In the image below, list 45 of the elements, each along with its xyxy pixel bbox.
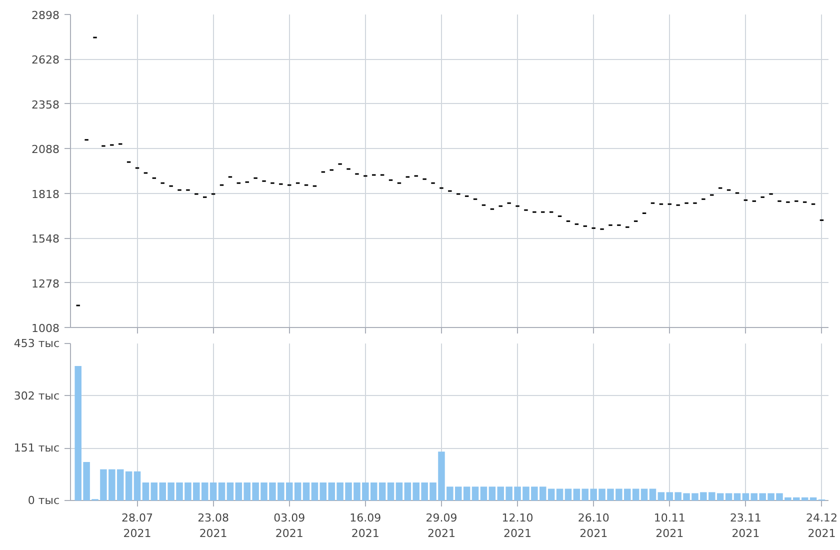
- bar: [564, 488, 572, 500]
- bar: [725, 493, 732, 500]
- y-tick-label: 151 тыс: [14, 442, 60, 455]
- bar: [649, 488, 656, 500]
- y-tick-label: 0 тыс: [28, 494, 60, 507]
- bar: [125, 471, 132, 500]
- x-tick-label: 03.09 2021: [274, 512, 306, 540]
- bar: [142, 482, 150, 500]
- y-tick-label: 2358: [32, 98, 60, 112]
- bar: [810, 497, 817, 500]
- bar: [218, 482, 226, 500]
- x-tick-label: 12.10 2021: [502, 512, 534, 540]
- y-tick-label: 302 тыс: [14, 389, 60, 402]
- y-tick-label: 1548: [32, 232, 60, 246]
- bar: [134, 471, 141, 500]
- bar: [734, 493, 741, 500]
- x-tick-label: 23.08 2021: [198, 512, 230, 540]
- bar: [210, 482, 217, 500]
- bar: [226, 482, 234, 500]
- y-tick-label: 453 тыс: [14, 337, 60, 350]
- bar: [640, 488, 648, 500]
- x-tick-label: 29.09 2021: [426, 512, 458, 540]
- bar: [311, 482, 318, 500]
- x-tick-label: 23.11 2021: [730, 512, 762, 540]
- x-tick-label: 24.12 2021: [806, 512, 838, 540]
- bar: [387, 482, 394, 500]
- x-tick-label: 28.07 2021: [122, 512, 154, 540]
- y-tick-label: 1008: [32, 322, 60, 335]
- y-tick-label: 1818: [32, 188, 60, 201]
- x-tick-label: 10.11 2021: [654, 512, 686, 540]
- y-tick-label: 2088: [32, 143, 60, 156]
- x-tick-label: 26.10 2021: [578, 512, 610, 540]
- y-tick-label: 2898: [32, 9, 60, 22]
- bar: [378, 482, 386, 500]
- x-tick-label: 16.09 2021: [350, 512, 382, 540]
- bar: [556, 488, 564, 500]
- bar: [396, 482, 403, 500]
- bar: [302, 482, 310, 500]
- bar: [658, 492, 665, 500]
- bar: [294, 482, 302, 500]
- bar: [480, 486, 488, 500]
- bar: [472, 486, 479, 500]
- bar: [742, 493, 750, 500]
- y-tick-label: 2628: [32, 54, 60, 67]
- y-tick-label: 1278: [32, 277, 60, 290]
